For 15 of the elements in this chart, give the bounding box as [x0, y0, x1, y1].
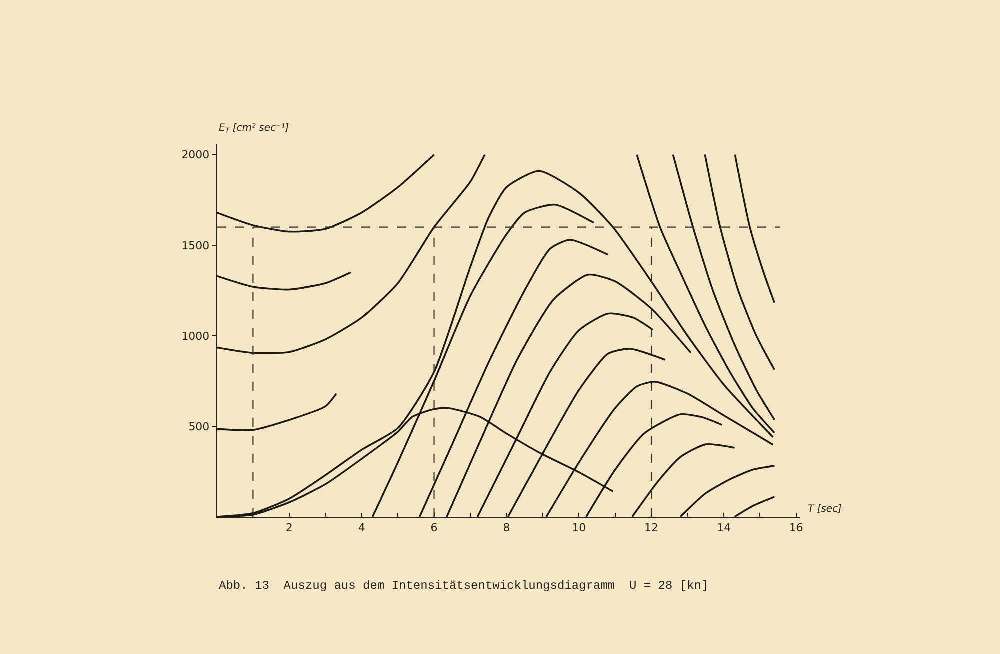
y-tick-label: 1000 [182, 330, 210, 343]
x-tick-label: 14 [716, 521, 731, 534]
x-axis-title: T [sec] [808, 504, 842, 515]
x-tick-label: 6 [430, 521, 438, 534]
x-tick-label: 4 [358, 521, 366, 534]
x-tick-label: 10 [572, 521, 586, 534]
y-tick-label: 2000 [182, 148, 210, 162]
y-axis-title: E$_{T}$ [cm² sec⁻¹] [219, 123, 290, 136]
y-tick-label: 500 [188, 420, 210, 434]
x-tick-label: 16 [789, 521, 804, 534]
x-tick-label: 2 [286, 521, 293, 534]
y-tick-label: 1500 [182, 239, 210, 252]
caption: Abb. 13 Auszug aus dem Intensitätsentwicklungsdiagramm U = 28 [kn] [219, 579, 709, 593]
x-tick-label: 12 [644, 521, 659, 534]
x-tick-label: 8 [503, 521, 510, 534]
